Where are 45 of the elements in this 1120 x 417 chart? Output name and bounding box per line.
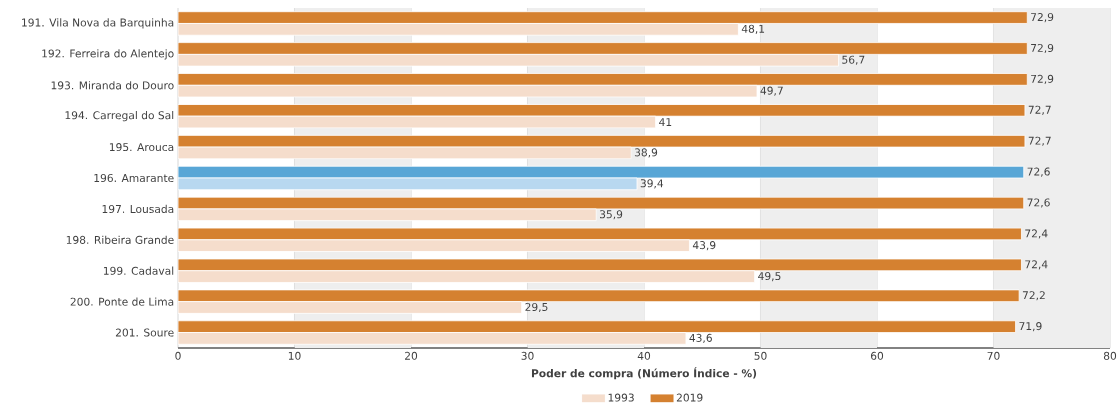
data-label: 72,9: [1031, 43, 1054, 54]
data-label: 49,5: [758, 272, 781, 282]
data-label: 72,7: [1028, 136, 1051, 146]
data-label: 72,4: [1025, 260, 1048, 270]
data-label: 38,9: [634, 148, 658, 158]
y-tick-label: 191. Vila Nova da Barquinha: [22, 18, 174, 29]
data-label: 35,9: [599, 210, 623, 220]
x-tick-label: 80: [1103, 351, 1117, 360]
x-tick-label: 0: [175, 351, 181, 360]
data-label: 72,9: [1031, 12, 1054, 23]
y-tick-label: 199. Cadaval: [103, 266, 174, 275]
data-label: 41: [659, 118, 672, 126]
data-label: 48,1: [741, 24, 765, 34]
data-label: 71,9: [1019, 322, 1042, 332]
y-tick-label: 192. Ferreira do Alentejo: [42, 49, 174, 60]
x-tick-label: 20: [405, 351, 418, 360]
data-label: 72,9: [1031, 74, 1054, 84]
x-tick-label: 60: [870, 351, 884, 360]
data-label: 72,4: [1025, 229, 1048, 239]
y-tick-label: 194. Carregal do Sal: [65, 111, 174, 122]
y-tick-label: 193. Miranda do Douro: [51, 81, 174, 90]
data-label: 43,6: [689, 333, 712, 343]
y-tick-label: 198. Ribeira Grande: [66, 235, 174, 244]
y-tick-label: 200. Ponte de Lima: [70, 297, 174, 306]
data-label: 72,7: [1028, 105, 1051, 115]
x-tick-label: 30: [521, 351, 534, 360]
data-label: 29,5: [525, 302, 548, 313]
data-label: 56,7: [842, 55, 865, 65]
legend-label: 1993: [608, 393, 634, 402]
legend-label: 2019: [676, 393, 703, 402]
y-tick-label: 197. Lousada: [102, 204, 174, 214]
data-label: 43,9: [692, 241, 716, 251]
x-tick-label: 10: [288, 351, 301, 360]
x-axis-title: Poder de compra (Número Índice - %): [531, 367, 757, 380]
x-tick-label: 40: [637, 351, 651, 360]
data-label: 49,7: [760, 86, 783, 96]
x-tick-label: 50: [754, 351, 767, 360]
data-label: 72,2: [1022, 291, 1045, 301]
y-tick-label: 196. Amarante: [94, 173, 174, 183]
data-label: 72,6: [1027, 167, 1050, 177]
y-tick-label: 195. Arouca: [109, 143, 174, 152]
data-label: 72,6: [1027, 198, 1050, 208]
data-label: 39,4: [640, 179, 664, 189]
y-tick-label: 201. Soure: [115, 328, 174, 337]
x-tick-label: 70: [987, 351, 1000, 360]
